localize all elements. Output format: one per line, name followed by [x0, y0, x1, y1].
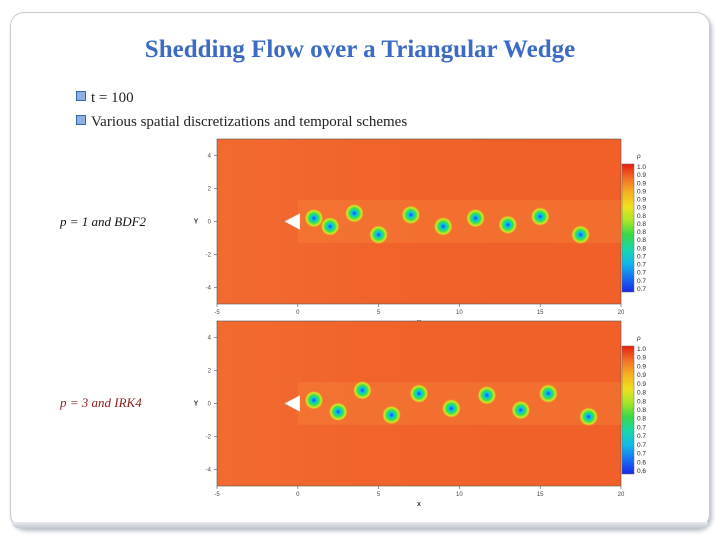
colorbar-title: ρ [637, 335, 641, 342]
panel-caption-text: p = 3 and IRK4 [60, 395, 142, 410]
colorbar-label: 0.99 [637, 172, 646, 179]
x-tick-label: 10 [456, 310, 463, 316]
vortex-marker [538, 383, 559, 404]
colorbar-label: 0.655 [637, 468, 646, 475]
plot-svg: -505101520420-2-4xYρ1.0050.980.9550.930.… [194, 320, 646, 508]
colorbar [621, 163, 635, 293]
x-tick-label: 10 [456, 492, 463, 498]
triangular-wedge [284, 395, 301, 412]
colorbar-label: 0.93 [637, 197, 646, 204]
y-tick-label: 2 [208, 369, 212, 375]
vortex-marker [328, 401, 349, 422]
bullet-text: Various spatial discretizations and temp… [91, 114, 408, 130]
density-contour-plot-2: -505101520420-2-4xYρ1.0050.980.9550.930.… [186, 318, 646, 508]
colorbar-label: 0.73 [637, 278, 646, 285]
colorbar-label: 0.75 [637, 270, 646, 277]
x-tick-label: 20 [618, 310, 625, 316]
panel-caption: p = 3 and IRK4 [60, 395, 142, 411]
vortex-marker [510, 400, 531, 421]
bullet-item: t = 100 [76, 90, 134, 107]
vortex-marker [570, 224, 591, 245]
vortex-marker [476, 385, 497, 406]
y-tick-label: 0 [208, 220, 212, 226]
vortex-marker [303, 208, 324, 229]
colorbar-label: 0.87 [637, 221, 646, 228]
colorbar-label: 0.88 [637, 390, 646, 397]
y-axis-label: Y [194, 401, 199, 408]
vortex-marker [344, 203, 365, 224]
colorbar-label: 0.89 [637, 213, 646, 220]
x-tick-label: 0 [296, 492, 300, 498]
colorbar-label: 0.97 [637, 180, 646, 187]
colorbar-label: 0.98 [637, 355, 646, 362]
x-tick-label: -5 [214, 492, 220, 498]
colorbar-label: 0.85 [637, 229, 646, 236]
colorbar-label: 1.005 [637, 346, 646, 353]
bullet-item: Various spatial discretizations and temp… [76, 114, 407, 131]
bullet-square-icon [76, 115, 86, 125]
colorbar-label: 0.83 [637, 237, 646, 244]
colorbar [621, 345, 635, 475]
x-tick-label: 5 [377, 492, 381, 498]
vortex-marker [433, 216, 454, 237]
bullet-square-icon [76, 91, 86, 101]
colorbar-label: 0.81 [637, 245, 646, 252]
colorbar-label: 0.71 [637, 286, 646, 293]
vortex-marker [409, 383, 429, 404]
colorbar-title: ρ [637, 153, 641, 160]
colorbar-label: 0.705 [637, 451, 646, 458]
colorbar-label: 0.73 [637, 442, 646, 449]
panel-caption-text: p = 1 and BDF2 [60, 214, 147, 229]
colorbar-label: 0.68 [637, 459, 646, 466]
x-tick-label: 15 [537, 310, 544, 316]
colorbar-label: 1.01 [637, 164, 646, 171]
y-tick-label: -2 [206, 435, 212, 441]
x-tick-label: 20 [618, 492, 625, 498]
x-tick-label: 15 [537, 492, 544, 498]
y-tick-label: -4 [206, 286, 212, 292]
colorbar-label: 0.755 [637, 433, 646, 440]
colorbar-label: 0.91 [637, 205, 646, 212]
slide-title: Shedding Flow over a Triangular Wedge [144, 36, 576, 63]
colorbar-label: 0.83 [637, 407, 646, 414]
y-axis-label: Y [194, 219, 199, 226]
colorbar-label: 0.93 [637, 372, 646, 379]
y-tick-label: 4 [208, 336, 212, 342]
colorbar-label: 0.805 [637, 416, 646, 423]
vortex-marker [303, 390, 324, 411]
x-tick-label: 5 [377, 310, 381, 316]
y-tick-label: 0 [208, 402, 212, 408]
triangular-wedge [284, 213, 301, 230]
x-axis-label: x [417, 501, 421, 508]
vortex-marker [578, 406, 599, 427]
colorbar-label: 0.95 [637, 188, 646, 195]
bullet-text: t = 100 [91, 90, 134, 106]
vortex-marker [320, 216, 341, 237]
colorbar-label: 0.78 [637, 424, 646, 431]
vortex-marker [497, 214, 518, 235]
vortex-marker [530, 206, 551, 227]
vortex-marker [441, 398, 462, 419]
x-tick-label: 0 [296, 310, 300, 316]
y-tick-label: -4 [206, 468, 212, 474]
vortex-marker [465, 208, 486, 229]
colorbar-label: 0.855 [637, 398, 646, 405]
vortex-marker [400, 204, 421, 225]
slide-frame-edge [12, 522, 708, 528]
vortex-marker [368, 224, 389, 245]
colorbar-label: 0.905 [637, 381, 646, 388]
panel-caption: p = 1 and BDF2 [60, 214, 146, 230]
y-tick-label: 2 [208, 187, 212, 193]
vortex-marker [381, 405, 402, 426]
colorbar-label: 0.79 [637, 253, 646, 260]
density-contour-plot-1: -505101520420-2-4xYρ1.010.990.970.950.93… [186, 136, 646, 326]
x-tick-label: -5 [214, 310, 220, 316]
y-tick-label: -2 [206, 253, 212, 259]
colorbar-label: 0.955 [637, 363, 646, 370]
vortex-marker [352, 380, 373, 401]
plot-svg: -505101520420-2-4xYρ1.010.990.970.950.93… [194, 138, 646, 326]
y-tick-label: 4 [208, 154, 212, 160]
colorbar-label: 0.77 [637, 262, 646, 269]
